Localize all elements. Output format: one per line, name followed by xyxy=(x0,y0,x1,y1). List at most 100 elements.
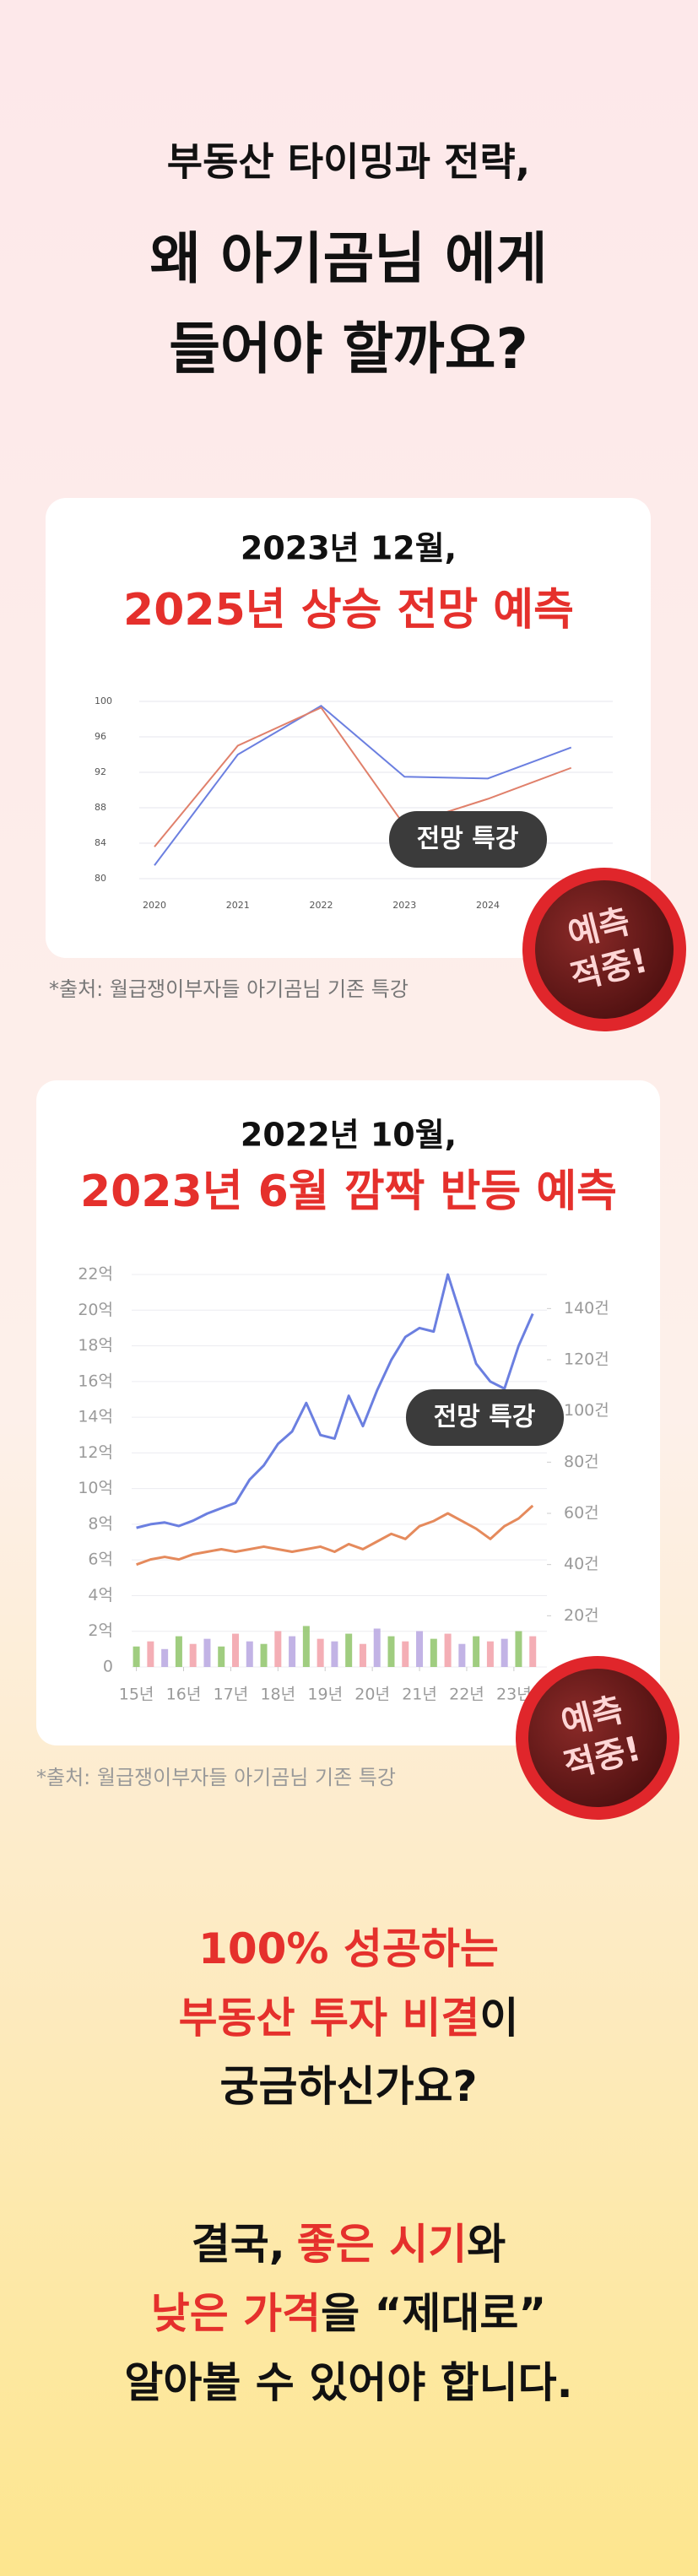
y-tick-label: 84 xyxy=(95,837,106,848)
highlight: 100% 성공하는 xyxy=(198,1924,499,1973)
x-tick-label: 20년 xyxy=(354,1686,390,1704)
bubble-text: 전망 특강 xyxy=(417,825,519,854)
y2-tick-label: 80건 xyxy=(564,1453,599,1471)
card-date: 2022년 10월, xyxy=(241,1117,457,1154)
bar xyxy=(218,1646,225,1667)
bar xyxy=(515,1631,522,1667)
y-tick-label: 6억 xyxy=(88,1550,113,1569)
text: 을 “제대로” xyxy=(321,2289,546,2338)
y-tick-label: 14억 xyxy=(78,1408,113,1426)
bar xyxy=(345,1633,353,1667)
bar xyxy=(486,1641,494,1667)
bar xyxy=(317,1638,324,1667)
bar xyxy=(387,1636,395,1667)
y2-tick-label: 120건 xyxy=(564,1350,609,1369)
bar xyxy=(402,1641,409,1667)
closing-line: 부동산 투자 비결이 xyxy=(179,1994,519,2043)
y-tick-label: 20억 xyxy=(78,1301,113,1319)
source: *출처: 월급쟁이부자들 아기곰님 기존 특강 xyxy=(36,1766,396,1789)
x-tick-label: 21년 xyxy=(402,1686,437,1704)
y2-tick-label: 20건 xyxy=(564,1606,599,1625)
bar xyxy=(501,1638,508,1667)
x-tick-label: 2021 xyxy=(226,900,250,911)
x-tick-label: 19년 xyxy=(307,1686,343,1704)
y-tick-label: 88 xyxy=(95,802,106,813)
highlight: 낮은 가격 xyxy=(151,2289,321,2338)
bar xyxy=(232,1633,239,1667)
bar xyxy=(331,1641,338,1667)
x-tick-label: 2022 xyxy=(310,900,333,911)
bar xyxy=(274,1631,282,1667)
card xyxy=(36,1080,660,1745)
x-tick-label: 22년 xyxy=(449,1686,484,1704)
chart: 0 2억 4억 6억 8억 10억 12억 14억 16억 18억 20억 22억 20건 40건 60건 8… xyxy=(78,1265,609,1704)
bubble-shape xyxy=(389,811,547,868)
badge: 예측 적중! xyxy=(522,868,686,1031)
y-tick-label: 92 xyxy=(95,766,106,777)
closing-line: 100% 성공하는 xyxy=(198,1924,499,1973)
bubble-text: 전망 특강 xyxy=(434,1403,536,1432)
y-tick-label: 8억 xyxy=(88,1514,113,1533)
y2-tick-label: 60건 xyxy=(564,1504,599,1523)
card-date: 2023년 12월, xyxy=(241,530,457,567)
text: 이 xyxy=(479,1994,518,2043)
bar xyxy=(359,1643,366,1667)
header: 부동산 타이밍과 전략, 왜 아기곰님 에게 들어야 할까요? xyxy=(150,139,548,382)
x-tick-label: 2023 xyxy=(392,900,416,911)
bar xyxy=(529,1636,537,1667)
header-line: 들어야 할까요? xyxy=(169,317,528,382)
text: 와 xyxy=(467,2220,506,2269)
bar xyxy=(373,1628,381,1667)
y-tick-label: 16억 xyxy=(78,1372,113,1390)
y2-tick-label: 140건 xyxy=(564,1299,609,1318)
bar xyxy=(416,1631,424,1667)
x-tick-label: 23년 xyxy=(496,1686,532,1704)
y2-tick-label: 100건 xyxy=(564,1401,609,1420)
y-tick-label: 80 xyxy=(95,873,106,884)
closing-line: 궁금하신가요? xyxy=(219,2062,477,2111)
bar xyxy=(246,1641,253,1667)
y-tick-label: 4억 xyxy=(88,1586,113,1605)
badge-core xyxy=(535,880,674,1019)
closing: 100% 성공하는 부동산 투자 비결이 궁금하신가요? 결국, 좋은 시기와 낮… xyxy=(124,1924,572,2407)
bar xyxy=(473,1636,480,1667)
source: *출처: 월급쟁이부자들 아기곰님 기존 특강 xyxy=(49,977,409,1001)
line xyxy=(154,705,572,866)
line xyxy=(136,1504,534,1567)
x-tick-label: 17년 xyxy=(214,1686,249,1704)
highlight: 부동산 투자 비결 xyxy=(179,1994,480,2043)
bar xyxy=(444,1633,452,1667)
y-tick-label: 0 xyxy=(103,1658,113,1676)
x-tick-label: 2020 xyxy=(143,900,166,911)
x-tick-label: 16년 xyxy=(166,1686,202,1704)
bar xyxy=(175,1636,182,1667)
y2-tick-label: 40건 xyxy=(564,1555,599,1573)
badge: 예측 적중! xyxy=(516,1656,679,1820)
card-headline: 2025년 상승 전망 예측 xyxy=(123,585,574,636)
x-tick-label: 18년 xyxy=(260,1686,295,1704)
text: 알아볼 수 있어야 합니다. xyxy=(124,2358,572,2407)
bar xyxy=(458,1643,466,1667)
x-tick-label: 15년 xyxy=(119,1686,154,1704)
x-tick-label: 2024 xyxy=(476,900,500,911)
bar xyxy=(430,1638,437,1667)
y-tick-label: 96 xyxy=(95,731,106,742)
bar xyxy=(133,1646,140,1667)
bar xyxy=(161,1648,169,1667)
y-tick-label: 12억 xyxy=(78,1443,113,1462)
line xyxy=(154,706,572,847)
y-tick-label: 18억 xyxy=(78,1336,113,1355)
bubble: 전망 특강 xyxy=(406,1389,564,1446)
y-tick-label: 22억 xyxy=(78,1265,113,1284)
bar xyxy=(189,1643,197,1667)
y-tick-label: 100 xyxy=(95,695,112,706)
text: 결국, xyxy=(192,2220,285,2269)
chart: 100 96 92 88 84 80 2020 2021 2022 2023 2024 xyxy=(95,695,613,911)
y-tick-label: 10억 xyxy=(78,1479,113,1497)
bar xyxy=(289,1636,296,1667)
card-headline: 2023년 6월 깜짝 반등 예측 xyxy=(80,1166,617,1217)
closing-line: 결국, 좋은 시기와 xyxy=(192,2220,506,2269)
highlight: 좋은 시기 xyxy=(297,2220,467,2269)
text: 궁금하신가요? xyxy=(219,2062,477,2111)
